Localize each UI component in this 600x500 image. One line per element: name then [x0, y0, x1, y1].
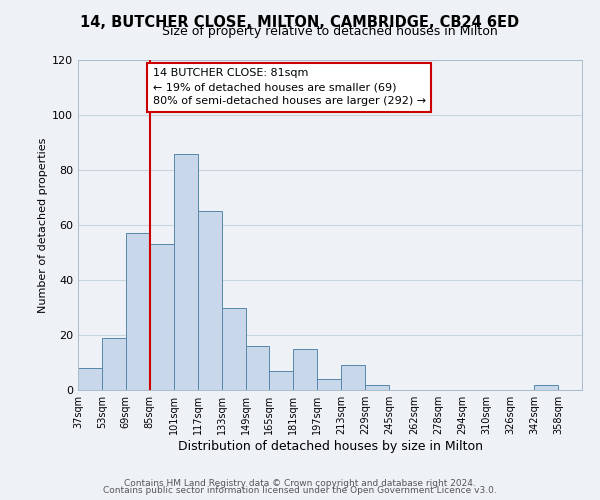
Text: Contains public sector information licensed under the Open Government Licence v3: Contains public sector information licen…: [103, 486, 497, 495]
Bar: [341, 365, 365, 390]
Bar: [174, 154, 197, 390]
Text: 14, BUTCHER CLOSE, MILTON, CAMBRIDGE, CB24 6ED: 14, BUTCHER CLOSE, MILTON, CAMBRIDGE, CB…: [80, 15, 520, 30]
Y-axis label: Number of detached properties: Number of detached properties: [38, 138, 48, 312]
Bar: [78, 368, 102, 390]
Bar: [245, 346, 269, 390]
Text: 14 BUTCHER CLOSE: 81sqm
← 19% of detached houses are smaller (69)
80% of semi-de: 14 BUTCHER CLOSE: 81sqm ← 19% of detache…: [153, 68, 426, 106]
Bar: [293, 349, 317, 390]
Bar: [221, 308, 245, 390]
Text: Contains HM Land Registry data © Crown copyright and database right 2024.: Contains HM Land Registry data © Crown c…: [124, 478, 476, 488]
Bar: [317, 379, 341, 390]
Bar: [365, 384, 389, 390]
Bar: [126, 233, 150, 390]
Title: Size of property relative to detached houses in Milton: Size of property relative to detached ho…: [162, 25, 498, 38]
Bar: [197, 211, 221, 390]
Bar: [102, 338, 126, 390]
Bar: [150, 244, 174, 390]
X-axis label: Distribution of detached houses by size in Milton: Distribution of detached houses by size …: [178, 440, 482, 453]
Bar: [534, 384, 558, 390]
Bar: [269, 371, 293, 390]
